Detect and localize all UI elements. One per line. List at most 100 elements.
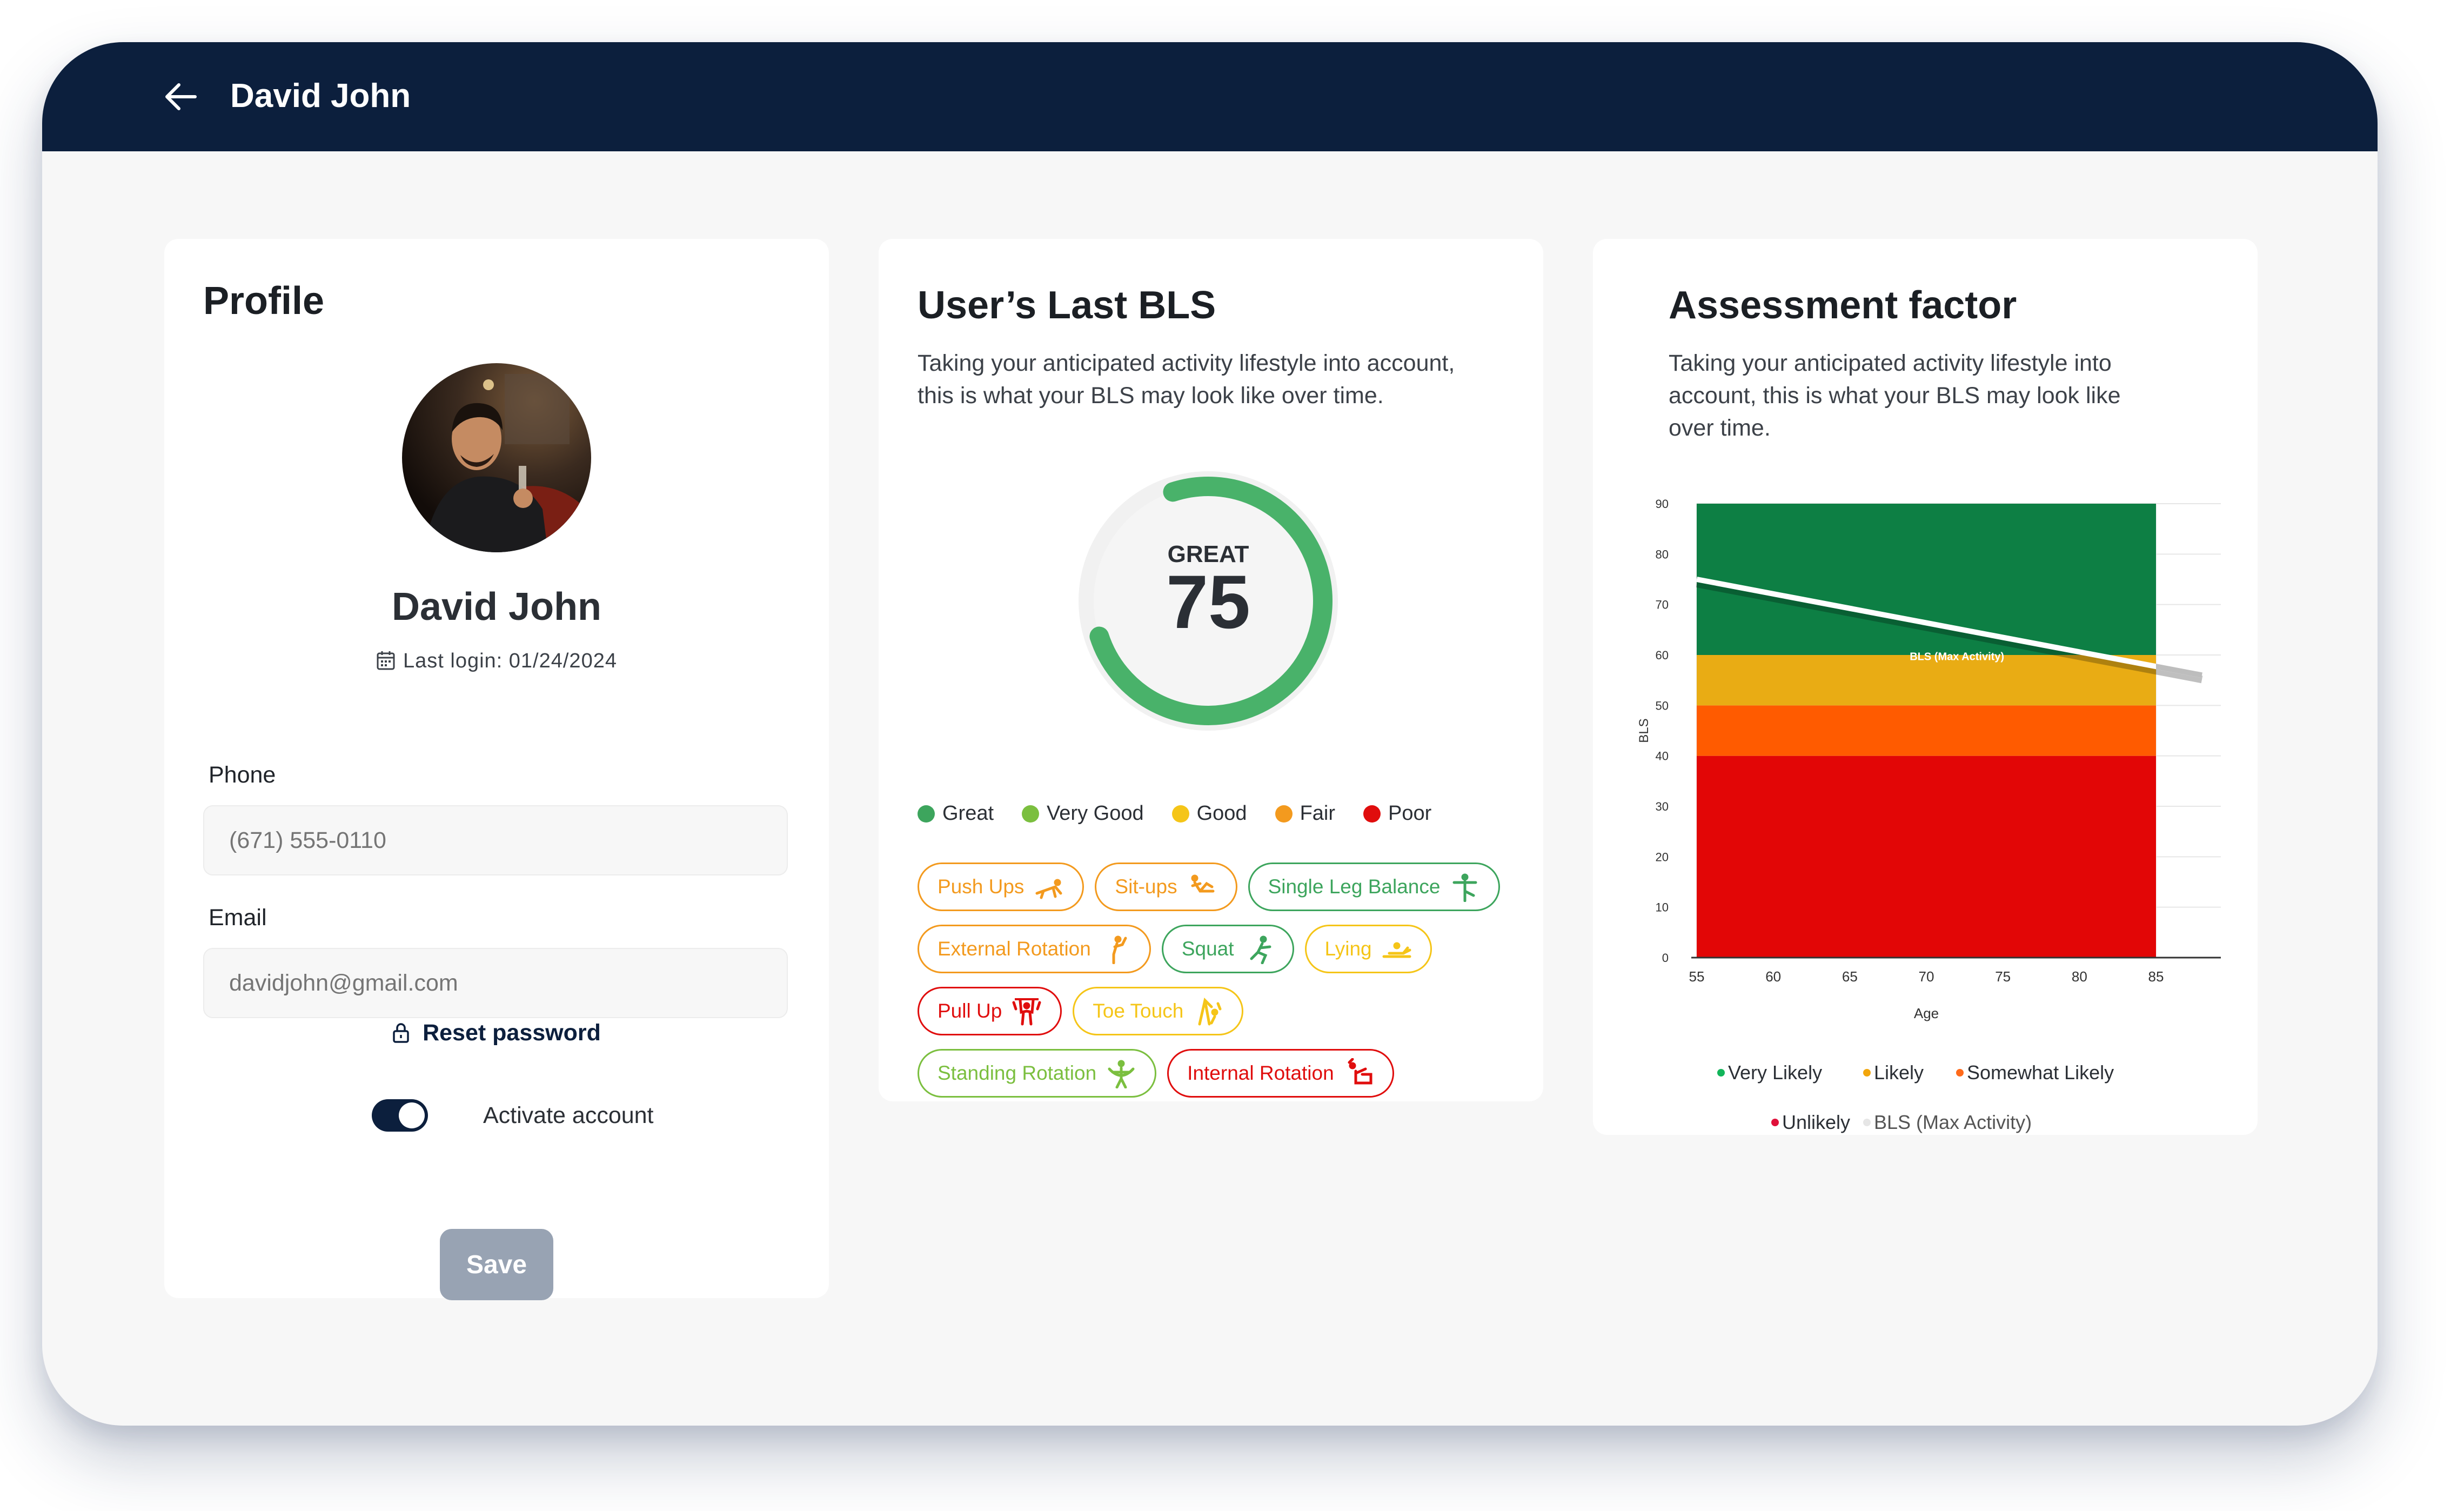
assessment-legend-item: Very Likely: [1717, 1061, 1822, 1084]
legend-dot: [1863, 1069, 1871, 1077]
legend-dot: [1956, 1069, 1964, 1077]
legend-dot: [1022, 805, 1040, 823]
profile-name: David John: [391, 585, 602, 629]
legend-label: Unlikely: [1782, 1111, 1851, 1133]
exercise-chip-label: Sit-ups: [1115, 875, 1177, 898]
assessment-card: Assessment factor Taking your anticipate…: [1593, 239, 2258, 1135]
y-tick-label: 80: [1656, 547, 1669, 561]
band-somewhat-likely: [1697, 705, 2156, 756]
balance-icon: [1452, 873, 1477, 902]
band-likely: [1697, 655, 2156, 706]
gauge-face: [1094, 486, 1323, 716]
phone-input[interactable]: [203, 805, 788, 875]
legend-dot: [1171, 805, 1189, 823]
exercise-chip[interactable]: Push Ups: [918, 863, 1084, 911]
x-tick-label: 55: [1689, 968, 1705, 985]
y-axis-label: BLS: [1637, 718, 1651, 743]
assessment-legend-item: Unlikely: [1771, 1111, 1850, 1134]
y-tick-label: 20: [1656, 850, 1669, 864]
exercise-chip[interactable]: Squat: [1161, 925, 1294, 973]
legend-label: Very Likely: [1728, 1061, 1823, 1084]
bls-legend-item: Fair: [1275, 802, 1335, 825]
phone-label: Phone: [209, 762, 276, 788]
bls-legend-item: Very Good: [1022, 802, 1144, 825]
assessment-heading: Assessment factor: [1669, 284, 2017, 327]
x-axis-label: Age: [1914, 1005, 1939, 1021]
page-title: David John: [230, 77, 411, 115]
legend-label: Poor: [1388, 802, 1432, 825]
email-input[interactable]: [203, 948, 788, 1018]
lying-icon: [1382, 942, 1411, 958]
exercise-chip-label: External Rotation: [938, 938, 1091, 960]
bls-legend-item: Great: [918, 802, 994, 825]
x-tick-label: 70: [1919, 968, 1934, 985]
exercise-chip[interactable]: Lying: [1304, 925, 1432, 973]
exercise-chip[interactable]: Standing Rotation: [918, 1049, 1157, 1098]
activate-account-toggle[interactable]: [372, 1099, 428, 1132]
standing-rotation-icon: [1108, 1060, 1135, 1088]
reset-password-label: Reset password: [423, 1020, 601, 1046]
last-login: Last login: 01/24/2024: [164, 650, 829, 673]
exercise-chip-label: Internal Rotation: [1187, 1062, 1334, 1084]
y-tick-label: 90: [1656, 497, 1669, 511]
exercise-chip[interactable]: Internal Rotation: [1167, 1049, 1394, 1098]
exercise-chips: Push Ups Sit-ups Single Leg Balance Externa…: [918, 863, 1512, 1111]
internal-rotation-icon: [1348, 1058, 1372, 1085]
top-bar: David John: [42, 42, 2378, 151]
push-ups-icon: [1035, 879, 1062, 899]
exercise-chip[interactable]: Sit-ups: [1095, 863, 1237, 911]
exercise-row: Push Ups Sit-ups Single Leg Balance: [918, 863, 1512, 911]
x-tick-label: 80: [2072, 968, 2087, 985]
legend-label: Good: [1196, 802, 1247, 825]
exercise-chip-label: Squat: [1181, 938, 1234, 960]
avatar: [402, 363, 591, 552]
legend-label: BLS (Max Activity): [1874, 1111, 2032, 1133]
profile-heading: Profile: [203, 279, 325, 323]
pull-up-icon: [1012, 998, 1041, 1026]
reset-password-link[interactable]: Reset password: [164, 1020, 829, 1046]
exercise-chip[interactable]: Toe Touch: [1073, 987, 1244, 1035]
bls-card: User’s Last BLS Taking your anticipated …: [879, 239, 1543, 1101]
y-tick-label: 30: [1656, 800, 1669, 813]
gauge-score-value: 75: [1166, 559, 1250, 644]
assessment-description-line1: Taking your anticipated activity lifesty…: [1669, 350, 2112, 376]
save-button[interactable]: Save: [440, 1229, 553, 1300]
exercise-row: Pull Up Toe Touch: [918, 987, 1512, 1035]
x-tick-label: 65: [1842, 968, 1858, 985]
x-tick-label: 85: [2148, 968, 2164, 985]
legend-label: Very Good: [1047, 802, 1144, 825]
y-tick-label: 70: [1656, 598, 1669, 612]
exercise-chip[interactable]: External Rotation: [918, 925, 1151, 973]
assessment-legend-item: Likely: [1863, 1061, 1924, 1084]
y-tick-label: 50: [1656, 699, 1669, 712]
bls-score-gauge: GREAT 75: [1079, 471, 1338, 731]
exercise-chip-label: Lying: [1324, 938, 1372, 960]
exercise-chip-label: Single Leg Balance: [1268, 875, 1441, 898]
profile-card: Profile: [164, 239, 829, 1300]
bls-legend-item: Good: [1171, 802, 1247, 825]
assessment-legend-item: BLS (Max Activity): [1863, 1111, 2032, 1134]
legend-label: Somewhat Likely: [1967, 1061, 2114, 1084]
exercise-row: Standing Rotation Internal Rotation: [918, 1049, 1512, 1098]
assessment-legend-item: Somewhat Likely: [1956, 1061, 2114, 1084]
calendar-icon: [377, 651, 395, 670]
bls-legend-item: Poor: [1363, 802, 1431, 825]
assessment-description-line3: over time.: [1669, 415, 1771, 441]
exercise-chip[interactable]: Pull Up: [918, 987, 1062, 1035]
legend-dot: [1363, 805, 1381, 823]
legend-dot: [1275, 805, 1293, 823]
last-login-text: Last login: 01/24/2024: [403, 650, 617, 672]
band-unlikely: [1697, 755, 2156, 958]
email-label: Email: [209, 905, 267, 931]
legend-dot: [1717, 1069, 1725, 1077]
exercise-chip[interactable]: Single Leg Balance: [1248, 863, 1501, 911]
assessment-description-line2: account, this is what your BLS may look …: [1669, 383, 2121, 409]
band-very-likely: [1697, 504, 2156, 655]
toggle-knob: [399, 1102, 425, 1128]
legend-dot: [1863, 1119, 1871, 1126]
exercise-chip-label: Toe Touch: [1093, 1000, 1184, 1022]
bls-heading: User’s Last BLS: [918, 284, 1216, 327]
back-arrow-icon[interactable]: [164, 82, 197, 112]
activate-account-label: Activate account: [483, 1102, 654, 1128]
y-tick-label: 60: [1656, 648, 1669, 662]
